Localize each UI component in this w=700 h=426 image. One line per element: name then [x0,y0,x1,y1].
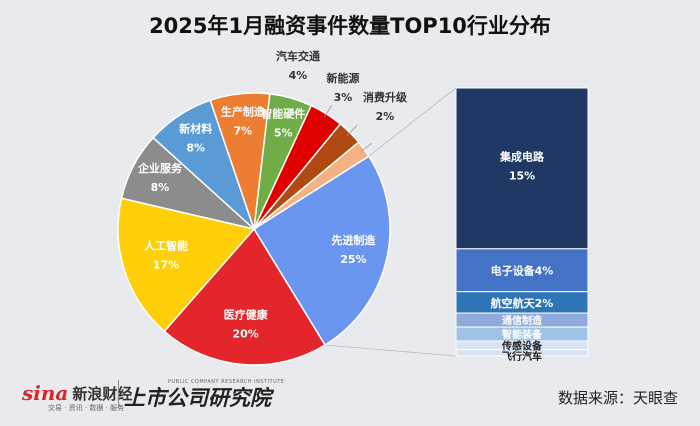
sina-name: 新浪财经 [72,384,133,403]
leader-line [360,142,373,152]
segment-label: 传感设备 [501,339,543,352]
sina-finance-logo: sina 新浪财经 交易 · 资讯 · 数据 · 服务 [22,381,133,412]
pie-slice [163,227,327,366]
slice-value: 25% [340,253,366,266]
slice-label: 先进制造 [331,233,376,247]
segment-label: 飞行汽车 [502,350,542,363]
slice-label: 新能源 [327,71,360,85]
segment-label: 集成电路 [499,149,545,163]
leader-line [323,105,333,118]
slice-label: 企业服务 [137,161,183,175]
slice-label: 医疗健康 [224,308,269,322]
bar-segment [455,349,589,357]
bar-segment [455,87,589,250]
slice-value: 8% [186,141,205,154]
leader-line [346,125,358,136]
slice-label: 汽车交通 [276,49,320,63]
slice-label: 生产制造 [221,105,266,119]
sina-mark: sina [22,381,69,405]
slice-label: 智能硬件 [261,107,305,121]
segment-label: 通信制造 [502,314,543,327]
bar-segment [455,248,589,293]
data-source: 数据来源：天眼查 [557,389,678,407]
slice-value: 7% [234,125,253,138]
logo-divider [118,380,119,408]
slice-value: 5% [274,127,293,140]
slice-label: 人工智能 [144,238,188,252]
slice-value: 2% [376,110,395,123]
segment-label: 智能装备 [502,328,543,341]
slice-label: 消费升级 [363,90,408,104]
slice-value: 8% [151,181,170,194]
connector-line [368,87,457,157]
segment-value: 15% [509,169,535,182]
slice-value: 3% [334,91,353,104]
institute-en: PUBLIC COMPANY RESEARCH INSTITUTE [168,379,285,385]
sina-sub: 交易 · 资讯 · 数据 · 服务 [48,404,125,412]
slice-value: 4% [289,69,308,82]
segment-label: 航空航天2% [491,296,554,310]
slice-value: 20% [233,328,259,341]
pie-slice [117,197,256,333]
chart-title: 2025年1月融资事件数量TOP10行业分布 [149,14,551,38]
institute-logo: 上市公司研究院 [124,385,271,410]
slice-value: 17% [153,258,179,271]
connector-line [325,344,457,357]
segment-label: 电子设备4% [491,264,554,278]
pie-slice [252,155,391,347]
slice-label: 新材料 [179,121,212,135]
